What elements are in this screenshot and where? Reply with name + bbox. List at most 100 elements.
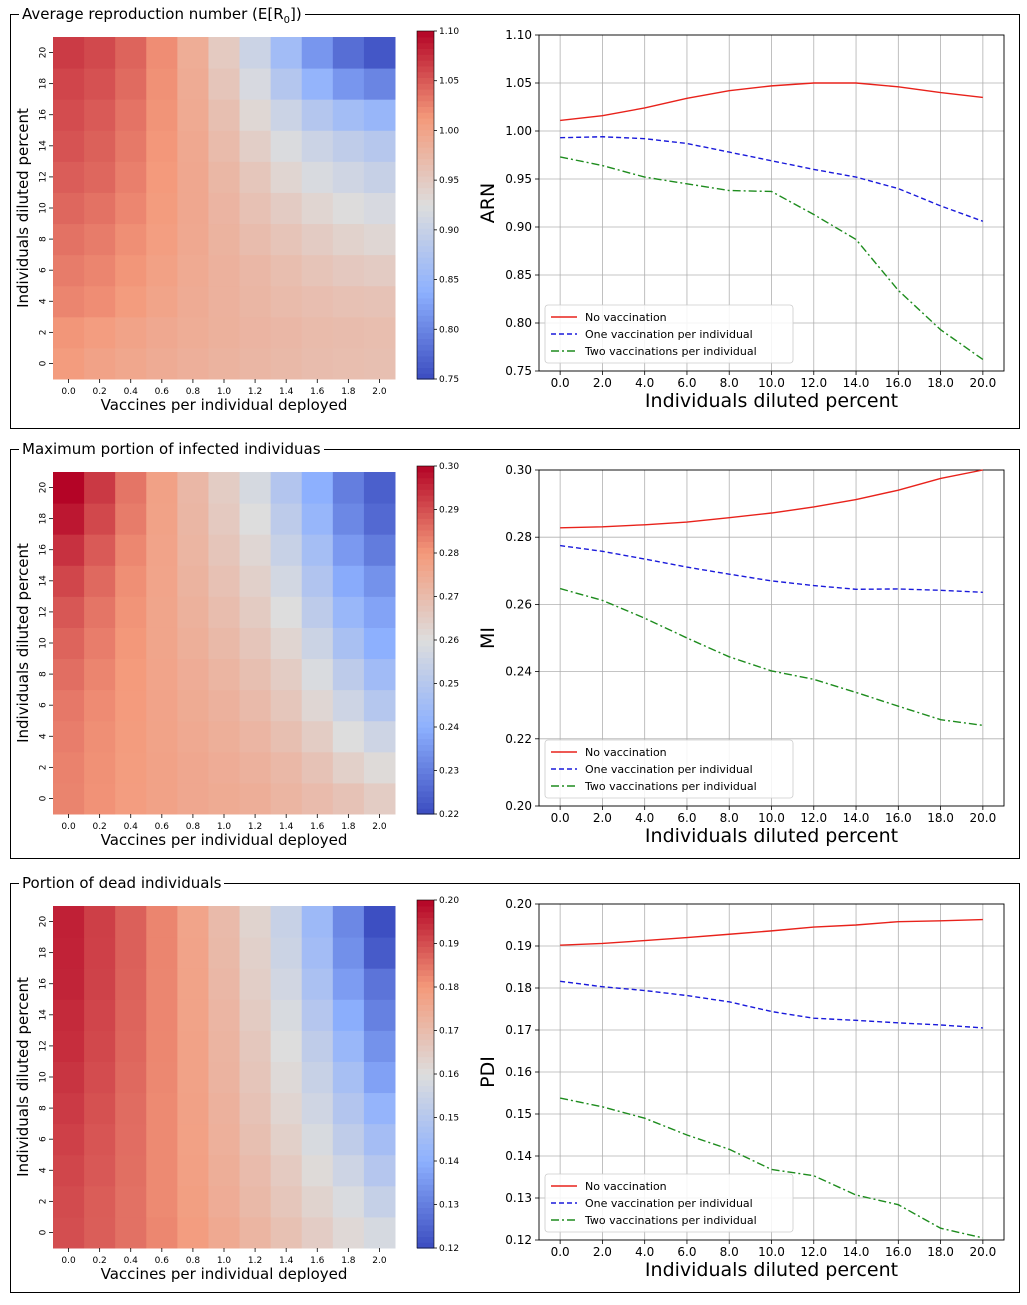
- colorbar-segment: [417, 744, 434, 751]
- heatmap-cell: [115, 130, 147, 162]
- heatmap-cell: [332, 347, 365, 380]
- colorbar-segment: [417, 680, 434, 687]
- heatmap-cell: [301, 316, 334, 349]
- colorbar-segment: [417, 367, 434, 374]
- legend-box: [544, 304, 794, 364]
- colorbar-segment: [417, 152, 434, 160]
- heatmap-cell: [146, 316, 178, 349]
- heatmap-x-axis-label: Vaccines per individual deployed: [101, 831, 348, 849]
- line-chart-x-tick-label: 12.0: [800, 1245, 827, 1259]
- colorbar-segment: [417, 969, 434, 976]
- heatmap-cell: [115, 161, 147, 193]
- colorbar-segment: [417, 268, 434, 276]
- heatmap-x-tick-label: 0.6: [155, 822, 170, 832]
- colorbar-segment: [417, 361, 434, 368]
- heatmap-cell: [301, 68, 334, 100]
- colorbar-segment: [417, 529, 434, 537]
- heatmap-cell: [363, 1185, 396, 1218]
- heatmap-cell: [177, 503, 209, 535]
- heatmap-cell: [177, 720, 209, 753]
- heatmap-y-axis-label: Individuals diluted percent: [14, 543, 32, 743]
- heatmap-cell: [84, 782, 116, 815]
- colorbar-segment: [417, 477, 434, 484]
- heatmap-cell: [363, 1030, 396, 1062]
- heatmap-cell: [177, 658, 209, 691]
- heatmap-cell: [146, 1092, 178, 1125]
- colorbar-segment: [417, 1050, 434, 1058]
- panel-arn: Average reproduction number (E[R0]) 0.0 0…: [10, 4, 1020, 429]
- colorbar-segment: [417, 1091, 434, 1098]
- colorbar-tick-label: 0.90: [439, 226, 459, 236]
- heatmap-cell: [239, 1154, 272, 1187]
- colorbar-segment: [417, 686, 434, 693]
- colorbar-segment: [417, 1166, 434, 1174]
- colorbar-segment: [417, 1097, 434, 1104]
- heatmap-cell: [208, 1123, 241, 1156]
- colorbar-segment: [417, 54, 434, 61]
- line-chart-x-tick-label: 0.0: [551, 811, 570, 825]
- colorbar-segment: [417, 89, 434, 96]
- colorbar-segment: [417, 1213, 434, 1220]
- heatmap-cell: [301, 534, 334, 566]
- colorbar-segment: [417, 1207, 434, 1214]
- colorbar-segment: [417, 669, 434, 676]
- heatmap-x-tick-label: 2.0: [372, 1256, 387, 1266]
- heatmap-cell: [208, 285, 241, 318]
- heatmap-cell: [363, 223, 396, 256]
- heatmap-cell: [363, 1061, 396, 1094]
- heatmap-x-tick-label: 0.8: [186, 822, 201, 832]
- heatmap-cell: [239, 999, 272, 1031]
- heatmap-cell: [270, 285, 303, 318]
- line-chart-x-tick-label: 18.0: [927, 376, 954, 390]
- heatmap-cell: [208, 1185, 241, 1218]
- series-line: [560, 469, 984, 529]
- heatmap-x-tick-label: 0.2: [92, 822, 106, 832]
- colorbar-tick-label: 0.14: [439, 1157, 459, 1167]
- heatmap-cell: [363, 627, 396, 660]
- heatmap-cell: [115, 347, 147, 380]
- colorbar-segment: [417, 1108, 434, 1116]
- heatmap-cell: [146, 658, 178, 691]
- line-chart-x-tick-label: 0.0: [551, 376, 570, 390]
- line-chart-frame: [538, 34, 1005, 372]
- heatmap-cell: [270, 347, 303, 380]
- heatmap-cell: [270, 68, 303, 100]
- heatmap-cell: [301, 1185, 334, 1218]
- colorbar-segment: [417, 721, 434, 728]
- heatmap-cell: [239, 782, 272, 815]
- heatmap-cell: [332, 782, 365, 815]
- line-chart-x-axis-label: Individuals diluted percent: [645, 390, 898, 412]
- heatmap-cell: [177, 751, 209, 784]
- colorbar-segment: [417, 205, 434, 212]
- colorbar-tick-label: 0.23: [439, 767, 459, 777]
- colorbar-segment: [417, 292, 434, 299]
- heatmap-cell: [84, 161, 116, 193]
- heatmap-cell: [84, 596, 116, 628]
- legend-label: Two vaccinations per individual: [584, 780, 757, 793]
- colorbar-segment: [417, 692, 434, 699]
- heatmap-cell: [177, 906, 209, 938]
- heatmap-cell: [208, 1030, 241, 1062]
- heatmap-cell: [177, 1185, 209, 1218]
- panel-mi-charts: 0.0 0.2 0.4 0.6 0.8 1.0 1.2 1.4 1.6 1.8 2.0 0 2 4 6 8 10…: [14, 462, 1005, 849]
- colorbar-segment: [417, 981, 434, 988]
- heatmap-cell: [146, 1216, 178, 1249]
- heatmap-cell: [146, 347, 178, 380]
- heatmap-cell: [301, 968, 334, 1000]
- colorbar-segment: [417, 1004, 434, 1011]
- colorbar-tick-label: 0.85: [439, 276, 459, 286]
- heatmap-cell: [270, 503, 303, 535]
- heatmap-cell: [146, 130, 178, 162]
- colorbar-segment: [417, 31, 434, 38]
- heatmap-cell: [53, 1092, 85, 1125]
- colorbar-segment: [417, 553, 434, 560]
- heatmap-cell: [53, 1030, 85, 1062]
- heatmap-cell: [363, 1216, 396, 1249]
- colorbar-tick-label: 1.00: [439, 126, 459, 136]
- heatmap-cell: [53, 1061, 85, 1094]
- line-chart-x-tick-label: 2.0: [593, 376, 612, 390]
- colorbar-segment: [417, 1033, 434, 1040]
- colorbar-segment: [417, 1039, 434, 1046]
- colorbar-segment: [417, 1085, 434, 1092]
- heatmap-cell: [53, 347, 85, 380]
